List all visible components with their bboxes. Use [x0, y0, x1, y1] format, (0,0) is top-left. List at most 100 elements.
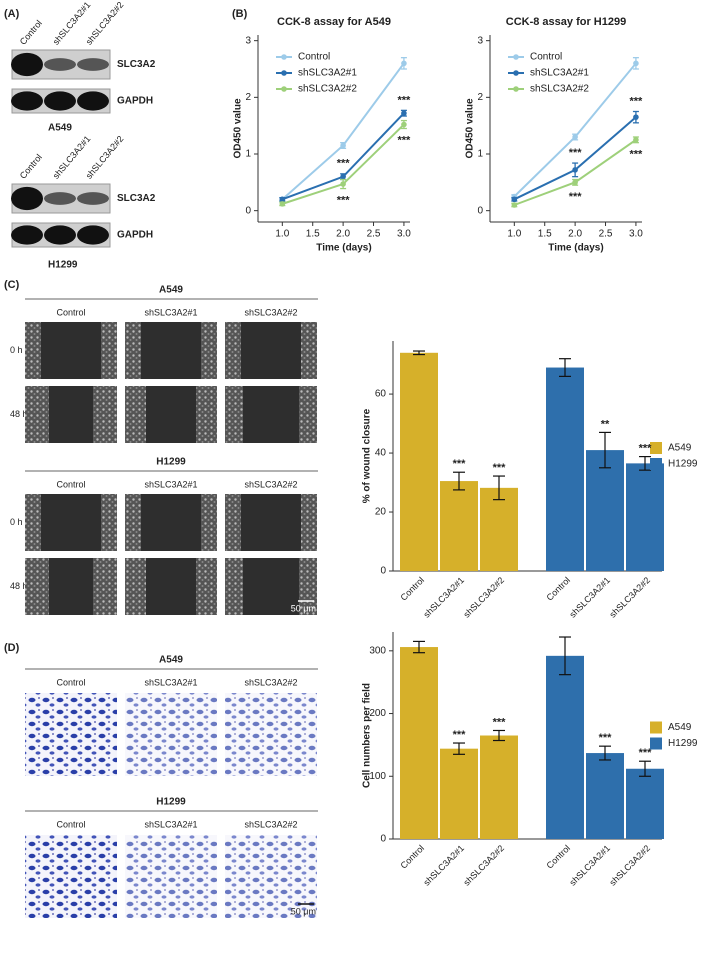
bar: [440, 481, 478, 571]
cell-front: [196, 386, 217, 443]
significance: ***: [629, 95, 643, 107]
column-label: shSLC3A2#2: [244, 819, 297, 829]
x-tick-label: shSLC3A2#1: [568, 843, 613, 888]
significance: ***: [453, 729, 467, 741]
legend-label: A549: [668, 443, 692, 454]
y-tick-label: 100: [369, 771, 386, 782]
scale-bar-label: 50 μm: [291, 906, 316, 916]
cell-front: [125, 386, 146, 443]
panel-label: (D): [4, 642, 20, 654]
row-label: 0 h: [10, 345, 23, 355]
bar: [480, 735, 518, 839]
band: [11, 225, 43, 245]
y-tick-label: 40: [375, 448, 387, 459]
x-tick-label: shSLC3A2#2: [608, 575, 653, 620]
cell-front: [93, 386, 117, 443]
legend-swatch: [650, 737, 662, 750]
x-tick-label: 2.0: [568, 229, 582, 240]
x-tick-label: 3.0: [397, 229, 411, 240]
band-label: GAPDH: [117, 230, 153, 241]
point: [572, 167, 578, 173]
y-tick-label: 1: [245, 149, 251, 160]
y-axis-label: Cell numbers per field: [362, 683, 373, 788]
column-label: shSLC3A2#2: [244, 307, 297, 317]
row-label: 0 h: [10, 517, 23, 527]
micrograph: [25, 693, 117, 776]
micrograph: [25, 835, 117, 918]
cell-front: [225, 558, 243, 615]
column-label: Control: [56, 479, 85, 489]
point: [340, 173, 346, 180]
band: [44, 58, 76, 71]
column-label: Control: [56, 307, 85, 317]
significance: ***: [599, 732, 613, 744]
bar: [480, 487, 518, 571]
point: [279, 201, 286, 207]
group-title: A549: [159, 655, 183, 666]
x-tick-label: 2.0: [336, 229, 350, 240]
micrograph: [225, 693, 317, 776]
bar: [400, 647, 438, 839]
cell-label: A549: [48, 123, 72, 134]
point: [401, 110, 407, 116]
cell-front: [301, 322, 317, 379]
cell-front: [225, 322, 241, 379]
x-tick-label: shSLC3A2#2: [462, 575, 507, 620]
cell-front: [101, 494, 117, 551]
y-tick-label: 20: [375, 507, 387, 518]
panel-label: (B): [232, 8, 248, 20]
cell-front: [93, 558, 117, 615]
x-axis-label: Time (days): [548, 243, 603, 254]
cell-label: H1299: [48, 260, 78, 271]
point: [633, 60, 639, 67]
band: [44, 225, 76, 245]
y-tick-label: 0: [380, 834, 386, 845]
x-axis-label: Time (days): [316, 243, 371, 254]
legend-label: shSLC3A2#2: [530, 84, 589, 95]
bar: [440, 748, 478, 839]
legend-label: shSLC3A2#2: [298, 84, 357, 95]
x-tick-label: 2.5: [599, 229, 613, 240]
band: [44, 192, 76, 205]
bar: [546, 655, 584, 839]
column-label: shSLC3A2#1: [144, 307, 197, 317]
legend-label: H1299: [668, 459, 698, 470]
panel-label: (C): [4, 279, 20, 291]
point: [340, 181, 346, 187]
column-label: Control: [56, 819, 85, 829]
x-tick-label: shSLC3A2#2: [462, 843, 507, 888]
y-axis-label: % of wound closure: [362, 408, 373, 503]
x-tick-label: Control: [545, 575, 573, 603]
significance: ***: [639, 442, 653, 454]
x-tick-label: 1.0: [275, 229, 289, 240]
row-label: 48 h: [10, 581, 28, 591]
group-title: A549: [159, 285, 183, 296]
legend-label: A549: [668, 722, 692, 733]
x-tick-label: 1.5: [538, 229, 552, 240]
scale-bar-label: 50 μm: [291, 603, 316, 613]
cell-front: [225, 494, 241, 551]
legend-label: H1299: [668, 738, 698, 749]
column-label: shSLC3A2#1: [144, 479, 197, 489]
y-tick-label: 0: [245, 205, 251, 216]
band-label: SLC3A2: [117, 193, 156, 204]
cell-front: [201, 494, 217, 551]
significance: ***: [569, 191, 583, 203]
significance: ***: [629, 149, 643, 161]
band-label: GAPDH: [117, 96, 153, 107]
column-label: shSLC3A2#1: [144, 677, 197, 687]
cell-front: [125, 322, 141, 379]
group-title: H1299: [156, 797, 186, 808]
legend-swatch: [281, 86, 287, 92]
cell-front: [301, 494, 317, 551]
band: [11, 52, 43, 77]
cell-front: [25, 558, 49, 615]
point: [401, 60, 407, 67]
x-tick-label: Control: [399, 575, 427, 603]
cell-front: [225, 386, 243, 443]
y-axis-label: OD450 value: [233, 98, 244, 158]
cell-front: [201, 322, 217, 379]
bar: [586, 450, 624, 571]
point: [572, 179, 578, 186]
